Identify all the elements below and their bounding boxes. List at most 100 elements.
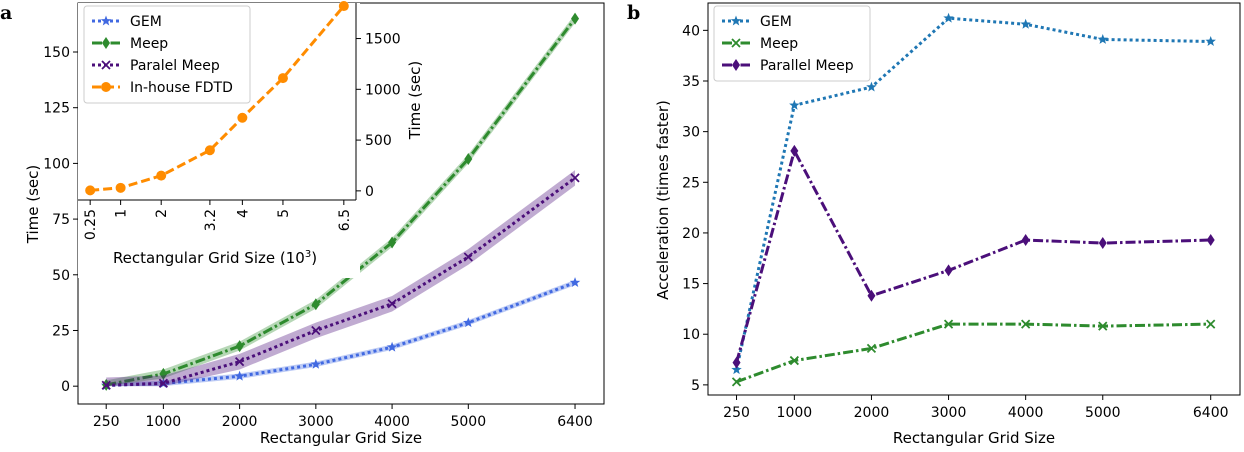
panel-b-meep-point [789,355,799,366]
panel-b-gem-point [1020,18,1031,29]
panel-b-legend-meep-label: Meep [760,36,798,52]
panel-b-meep-line [736,322,1211,384]
panel-b-y-tick-label: 20 [682,226,700,242]
panel-b-meep-point [1098,321,1108,331]
panel-b-legend-gem-label: GEM [760,14,792,30]
panel-b-legend-gem-marker [730,15,742,26]
panel-b-y-tick-label: 15 [682,277,700,293]
panel-a-meep-point [388,236,397,249]
inset-x-tick-label: 5 [276,209,292,218]
panel-b-x-axis-label: Rectangular Grid Size [893,429,1055,447]
panel-a-paralel-meep-point [311,325,321,336]
panel-b-y-tick-label: 30 [682,125,700,141]
panel-b-meep-point [1021,319,1031,329]
inset-y-ticks: 0 500 1000 1500 [356,32,401,200]
panel-b-parallel-meep-point [1098,237,1107,250]
panel-b-x-tick-label: 3000 [931,405,967,421]
panel-b-parallel-meep-point [790,144,799,157]
panel-a-legend-meep-label: Meep [130,36,168,52]
panel-a-x-tick-label: 250 [93,414,120,430]
panel-a-x-tick-label: 1000 [146,414,182,430]
inset-y-tick-label: 0 [365,184,374,200]
panel-a-y-tick-label: 75 [52,212,70,228]
panel-b-gem-point [1205,35,1216,46]
panel-a-meep-point [311,298,320,311]
panel-b-legend-meep-marker [731,38,741,48]
inset-y-tick-label: 1500 [365,32,401,48]
panel-b-y-ticks: 5 10 15 20 25 30 35 40 [682,23,708,394]
panel-a-legend-in-house-fdtd-label: In-house FDTD [130,80,233,96]
panel-b-parallel-meep-point [1021,234,1030,247]
panel-b-y-tick-label: 35 [682,74,700,90]
panel-a-y-tick-label: 25 [52,323,70,339]
panel-a-x-tick-label: 4000 [374,414,410,430]
panel-b-plot [731,12,1216,387]
panel-a-x-tick-label: 5000 [450,414,486,430]
panel-a-gem-point [310,358,322,369]
panel-b-x-tick-label: 4000 [1008,405,1044,421]
inset-x-tick-label: 0.25 [83,209,99,240]
panel-a-meep-point [159,367,168,380]
panel-a-y-axis-label: Time (sec) [24,165,42,244]
panel-a-y-tick-label: 100 [43,156,70,172]
panel-a-legend-paralel-meep-marker [101,60,111,70]
inset-in-house-fdtd-point [338,1,349,12]
panel-b-frame [707,2,1241,396]
panel-b-legend-parallel-meep-marker [732,59,740,71]
inset-x-tick-label: 1 [114,209,130,218]
panel-b-meep-point [1206,319,1216,329]
panel-a-x-axis-label: Rectangular Grid Size [260,429,422,447]
panel-a-legend-gem-marker [100,15,112,26]
panel-b-x-tick-label: 5000 [1085,405,1121,421]
panel-b-y-tick-label: 25 [682,175,700,191]
inset-x-tick-label: 3.2 [203,209,219,231]
panel-a-gem-point [569,277,581,288]
panel-b-x-tick-label: 250 [723,405,750,421]
inset-x-axis-label: Rectangular Grid Size (103) [113,249,317,267]
panel-b-gem-point [866,81,877,92]
panel-b-legend: GEM Meep Parallel Meep [713,5,871,82]
panel-b-x-tick-label: 6400 [1193,405,1229,421]
inset-x-tick-label: 2 [154,209,170,218]
panel-a-gem-point [463,317,474,328]
panel-a-legend-box [83,5,251,104]
panel-a-meep-point [235,340,244,353]
inset-in-house-fdtd-point [85,185,96,196]
panel-a-meep-point [464,152,473,165]
panel-a-y-tick-label: 0 [61,379,70,395]
panel-b-meep-point [943,319,954,329]
inset-in-house-fdtd-point [156,170,167,181]
panel-b-parallel-meep-point [732,356,741,369]
panel-b-parallel-meep-point [944,264,953,277]
inset-x-tick-label: 6.5 [337,209,353,231]
inset-x-tick-label: 4 [235,209,251,218]
panel-a-y-tick-label: 125 [43,101,70,117]
panel-b-parallel-meep-line [735,146,1211,363]
panel-a-paralel-meep-point [101,380,111,390]
panel-b-x-tick-label: 2000 [854,405,890,421]
inset-x-ticks: 0.25 1 2 3.2 4 5 6.5 [83,200,353,240]
panel-b-y-axis-label: Acceleration (times faster) [654,100,672,300]
panel-a-x-ticks: 250 1000 2000 3000 4000 5000 6400 [93,404,593,430]
inset-y-axis-label: Time (sec) [406,61,424,140]
panel-b-legend-parallel-meep-label: Parallel Meep [760,58,854,74]
panel-a-y-tick-label: 150 [43,45,70,61]
panel-a-label: a [0,2,12,24]
inset-plot [85,1,349,196]
panel-b-gem-point [731,364,742,375]
panel-a-gem-point [386,341,398,352]
panel-a-paralel-meep-point [463,252,473,262]
panel-b-label: b [627,2,640,24]
panel-a-x-tick-label: 6400 [557,414,593,430]
panel-a-y-tick-label: 50 [52,268,70,284]
inset-y-tick-label: 1000 [365,82,401,98]
panel-b-y-tick-label: 40 [682,23,700,39]
panel-a-gem-point [234,370,245,381]
panel-a-paralel-meep-point [158,378,169,388]
panel-a-paralel-meep-point [387,299,397,309]
panel-a-paralel-meep-point [234,357,245,367]
panel-b-meep-point [731,377,742,387]
panel-a-legend-paralel-meep-label: Paralel Meep [130,58,220,74]
